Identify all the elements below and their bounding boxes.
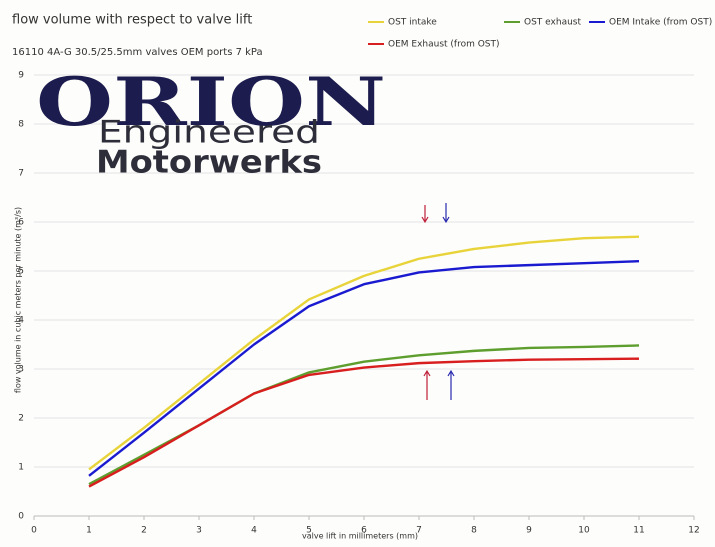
y-tick-label: 2 [18,414,24,424]
x-tick-label: 12 [688,526,699,536]
logo-line: Motorwerks [96,145,322,181]
arrow [447,369,455,400]
legend-label: OST exhaust [524,18,581,28]
y-tick-label: 0 [18,512,24,522]
legend-label: OST intake [388,18,437,28]
y-tick-label: 6 [18,218,24,228]
arrow [442,203,450,224]
x-tick-label: 1 [86,526,92,536]
x-tick-label: 9 [526,526,532,536]
arrow [423,369,431,400]
series-line [88,260,640,477]
series-line [88,235,640,471]
chart-subtitle: 16110 4A-G 30.5/25.5mm valves OEM ports … [12,47,263,58]
x-tick-label: 7 [416,526,422,536]
legend-label: OEM Intake (from OST) [609,18,712,28]
x-tick-label: 8 [471,526,477,536]
x-tick-label: 4 [251,526,257,536]
x-tick-label: 0 [31,526,37,536]
x-tick-label: 10 [578,526,590,536]
y-tick-label: 7 [18,169,24,179]
x-tick-label: 11 [633,526,644,536]
legend-label: OEM Exhaust (from OST) [388,40,500,50]
y-tick-label: 1 [18,463,24,473]
arrow [421,205,429,224]
x-tick-label: 3 [196,526,202,536]
x-tick-label: 2 [141,526,147,536]
series-line [88,357,640,488]
y-axis-label: flow volume in cubic meters per minute (… [14,207,23,393]
chart-title: flow volume with respect to valve lift [12,13,252,28]
logo-line: Engineered [98,115,320,151]
y-tick-label: 5 [18,267,24,277]
logo-title: ORION [36,63,386,141]
arrows [421,203,455,400]
y-tick-label: 4 [18,316,24,326]
logo: ORION Engineered Motorwerks [36,63,386,181]
y-tick-label: 3 [18,365,24,375]
y-tick-label: 8 [18,120,24,130]
y-tick-label: 9 [18,71,24,81]
x-tick-label: 6 [361,526,367,536]
x-tick-label: 5 [306,526,312,536]
x-axis-label: valve lift in millimeters (mm) [302,532,418,541]
